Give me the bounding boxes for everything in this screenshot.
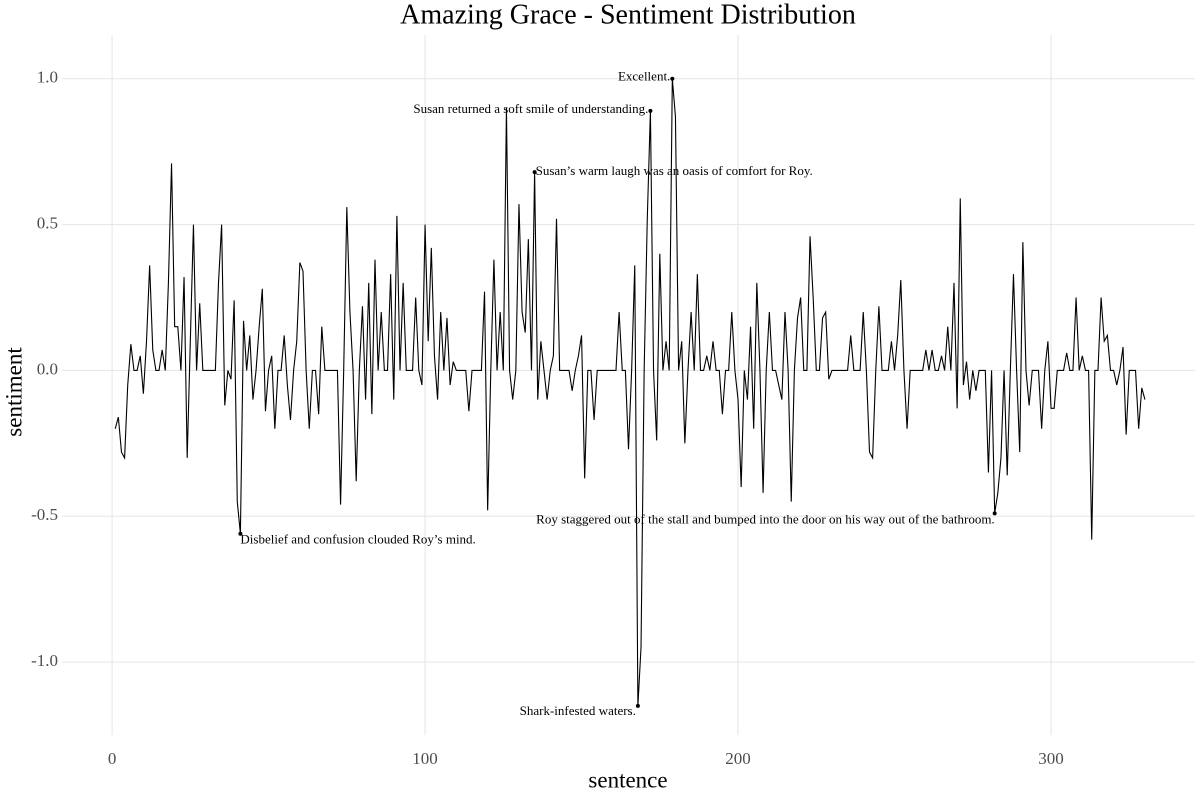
annotation-label: Disbelief and confusion clouded Roy’s mi… <box>240 532 475 547</box>
annotation-point <box>670 76 675 81</box>
x-tick-label: 200 <box>725 749 751 768</box>
x-axis-title: sentence <box>588 767 667 792</box>
annotation-label: Susan’s warm laugh was an oasis of comfo… <box>536 163 813 178</box>
x-tick-label: 100 <box>412 749 438 768</box>
chart-title: Amazing Grace - Sentiment Distribution <box>400 0 856 30</box>
y-tick-label: -1.0 <box>31 651 58 670</box>
annotation-label: Excellent. <box>618 69 670 84</box>
y-tick-label: 0.0 <box>37 359 58 378</box>
x-tick-label: 0 <box>108 749 117 768</box>
y-tick-label: 1.0 <box>37 68 58 87</box>
y-axis-title: sentiment <box>1 347 26 437</box>
sentiment-line <box>114 78 1146 706</box>
x-tick-label: 300 <box>1038 749 1064 768</box>
annotation-label: Roy staggered out of the stall and bumpe… <box>536 511 995 526</box>
annotation-label: Shark-infested waters. <box>520 703 636 718</box>
y-tick-label: 0.5 <box>37 213 58 232</box>
annotation-point <box>648 108 653 113</box>
annotation-label: Susan returned a soft smile of understan… <box>413 101 648 116</box>
y-tick-label: -0.5 <box>31 505 58 524</box>
annotation-point <box>992 511 997 516</box>
annotation-point <box>238 531 243 536</box>
annotation-point <box>532 170 537 175</box>
annotation-point <box>635 703 640 708</box>
